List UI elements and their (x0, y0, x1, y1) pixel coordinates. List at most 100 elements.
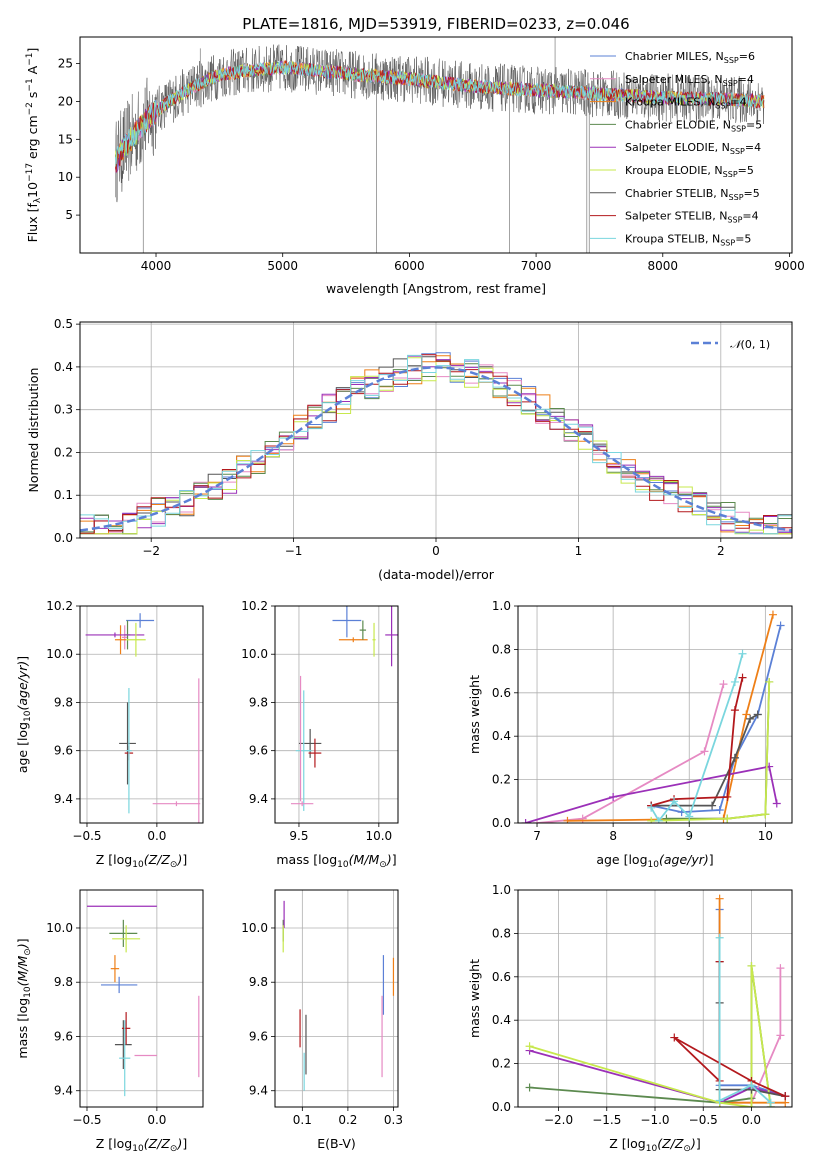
y-tick-label: 25 (58, 57, 73, 71)
data-point (295, 690, 312, 811)
x-tick-label: 8 (609, 829, 617, 843)
mass-weight-marker (765, 677, 774, 686)
legend-label: Salpeter STELIB, NSSP=4 (625, 210, 759, 225)
age_vs_mass-points (290, 606, 398, 811)
age_vs_Z-axes: −0.5 0.0 9.4 9.6 9.8 10.0 10.2 (46, 599, 203, 843)
x-tick-label: 0 (432, 544, 440, 558)
y-tick-label: 10.2 (241, 599, 268, 613)
data-point (372, 622, 376, 657)
y-tick-label: 9.4 (54, 792, 73, 806)
hist-step (80, 354, 792, 538)
mass-weight-marker (700, 747, 709, 756)
data-point (126, 613, 155, 628)
y-axis-label: mass [log10(M/M⊙)] (15, 938, 33, 1058)
mass-weight-marker (715, 894, 724, 903)
y-tick-label: 9.8 (54, 975, 73, 989)
mass-weight-marker (609, 792, 618, 801)
legend-label: Kroupa MILES, NSSP=4 (625, 96, 747, 111)
x-tick-label: −0.5 (72, 829, 101, 843)
x-tick-label: 1 (575, 544, 583, 558)
mass-weight-marker (730, 677, 739, 686)
mass-weight-marker (563, 816, 572, 823)
x-tick-label: 0.2 (338, 1113, 357, 1127)
massweight_vs_age-axes: 7 8 9 10 0.0 0.2 0.4 0.6 0.8 1.0 (492, 599, 792, 843)
y-tick-label: 0.2 (492, 1057, 511, 1071)
mass_vs_EBV-frame (274, 889, 399, 1108)
x-tick-label: −1 (285, 544, 303, 558)
x-tick-label: 9 (685, 829, 693, 843)
legend-label: Chabrier ELODIE, NSSP=5 (625, 118, 762, 133)
y-tick-label: 0.0 (54, 531, 73, 545)
mass-weight-line (719, 968, 782, 1104)
data-point (109, 919, 138, 947)
x-tick-label: 8000 (648, 259, 679, 273)
data-point (85, 632, 145, 638)
y-tick-label: 9.6 (249, 1029, 268, 1043)
y-tick-label: 9.4 (54, 1084, 73, 1098)
legend-label: Salpeter ELODIE, NSSP=4 (625, 141, 761, 156)
legend-label: Chabrier MILES, NSSP=6 (625, 50, 755, 65)
y-tick-label: 0.0 (492, 816, 511, 830)
data-point (114, 1020, 132, 1070)
chart-title: PLATE=1816, MJD=53919, FIBERID=0233, z=0… (242, 15, 629, 33)
y-tick-label: 9.4 (249, 1084, 268, 1098)
x-axis-label: E(B-V) (317, 1136, 356, 1151)
massweight_vs_age-frame (517, 605, 793, 824)
x-tick-label: −1.5 (592, 1113, 621, 1127)
x-tick-label: 10 (758, 829, 773, 843)
y-tick-label: 0.8 (492, 926, 511, 940)
legend-label: Salpeter MILES, NSSP=4 (625, 73, 754, 88)
mass-weight-marker (742, 710, 751, 719)
massweight_vs_age-series (521, 610, 785, 823)
data-point (152, 801, 201, 807)
y-tick-label: 5 (65, 208, 73, 222)
data-point (359, 620, 367, 640)
x-tick-label: −0.5 (689, 1113, 718, 1127)
mass-weight-line (673, 961, 786, 1098)
y-tick-label: 0.1 (54, 488, 73, 502)
mass-weight-marker (781, 1092, 790, 1101)
x-tick-label: 4000 (141, 259, 172, 273)
x-tick-label: 0.1 (293, 1113, 312, 1127)
y-axis-label: Flux [fλ10−17 erg cm−2 s−1 A−1] (25, 48, 43, 243)
y-tick-label: 0.4 (492, 729, 511, 743)
mass-weight-marker (525, 1042, 534, 1051)
x-tick-label: −0.5 (72, 1113, 101, 1127)
x-tick-label: −1.0 (640, 1113, 669, 1127)
data-point (121, 625, 128, 650)
mass-weight-marker (723, 792, 732, 801)
mass-weight-marker (730, 706, 739, 715)
age_vs_Z-points (85, 613, 201, 823)
residual_hist-frame (79, 321, 793, 539)
y-axis-label: mass weight (467, 959, 482, 1038)
mass-weight-marker (662, 814, 671, 823)
age_vs_Z-frame (79, 605, 204, 824)
mass-weight-marker (768, 610, 777, 619)
data-point (290, 801, 314, 807)
y-axis-label: Normed distribution (26, 368, 41, 493)
x-tick-label: 0.0 (742, 1113, 761, 1127)
mass-weight-marker (738, 649, 747, 658)
mass-weight-marker (685, 812, 694, 821)
mass_vs_EBV-axes: 0.1 0.2 0.3 9.4 9.6 9.8 10.0 (241, 890, 403, 1127)
mass-weight-marker (521, 819, 530, 823)
spectrum-series (115, 60, 765, 165)
mass-weight-marker (654, 816, 663, 823)
mass-weight-marker (776, 621, 785, 630)
x-axis-label: mass [log10(M/M⊙)] (276, 852, 396, 870)
y-tick-label: 0.0 (492, 1100, 511, 1114)
mass-weight-line (567, 614, 774, 822)
x-axis-label: Z [log10(Z/Z⊙)] (96, 852, 187, 870)
data-point (121, 1012, 131, 1045)
mass-weight-marker (708, 801, 717, 810)
y-axis-label: mass weight (467, 675, 482, 754)
x-tick-label: 2 (717, 544, 725, 558)
data-point (112, 925, 141, 953)
mass-weight-marker (670, 1033, 679, 1042)
legend-label: Kroupa STELIB, NSSP=5 (625, 232, 751, 247)
y-tick-label: 9.8 (54, 695, 73, 709)
x-axis-label: wavelength [Angstrom, rest frame] (326, 281, 546, 296)
x-axis-label: Z [log10(Z/Z⊙)] (96, 1136, 187, 1154)
mass-weight-marker (761, 810, 770, 819)
